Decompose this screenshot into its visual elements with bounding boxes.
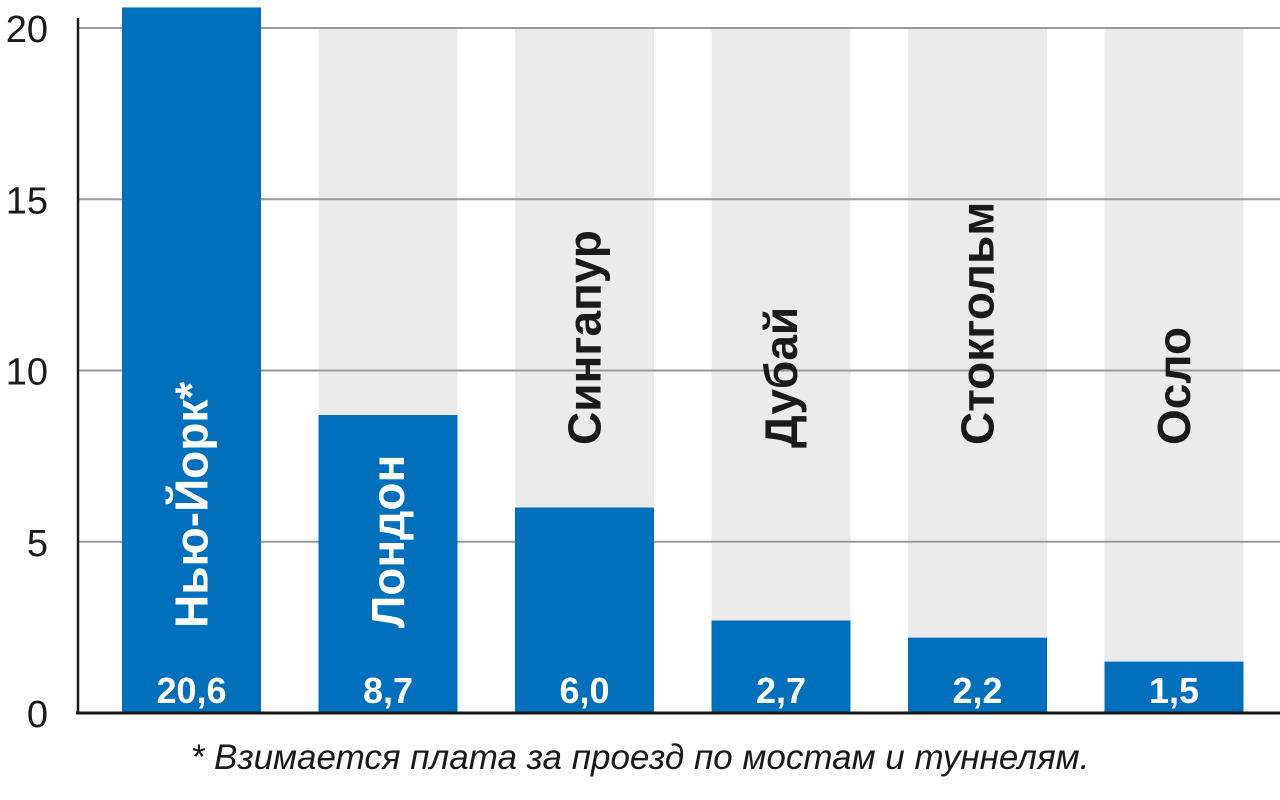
bar-chart: 0 5 10 15 20 20,6 8,7 6,0 2,7 2,2 1,5 Нью-Йорк* Лонд… <box>6 7 1280 736</box>
bar-0 <box>122 7 261 713</box>
bar-1 <box>318 415 458 713</box>
bar-4 <box>908 637 1047 713</box>
category-label-2: Сингапур <box>559 230 611 445</box>
category-label-1: Лондон <box>362 455 414 628</box>
bar-5 <box>1104 661 1244 713</box>
value-label-4: 2,2 <box>952 670 1002 711</box>
category-label-3: Дубай <box>755 307 807 448</box>
value-label-3: 2,7 <box>756 670 806 711</box>
bar-3 <box>711 620 851 713</box>
bar-2 <box>515 507 654 713</box>
value-label-1: 8,7 <box>363 670 413 711</box>
value-label-2: 6,0 <box>559 670 609 711</box>
category-label-5: Осло <box>1148 327 1200 445</box>
y-tick-label-10: 10 <box>6 352 48 394</box>
y-tick-label-5: 5 <box>27 523 48 565</box>
y-tick-label-20: 20 <box>6 9 48 51</box>
y-tick-label-0: 0 <box>27 694 48 736</box>
footnote: * Взимается плата за проезд по мостам и … <box>190 738 1090 777</box>
value-label-5: 1,5 <box>1149 670 1199 711</box>
value-label-0: 20,6 <box>156 670 226 711</box>
category-label-4: Стокгольм <box>952 202 1004 445</box>
category-label-0: Нью-Йорк* <box>166 382 218 628</box>
y-tick-label-15: 15 <box>6 180 48 222</box>
